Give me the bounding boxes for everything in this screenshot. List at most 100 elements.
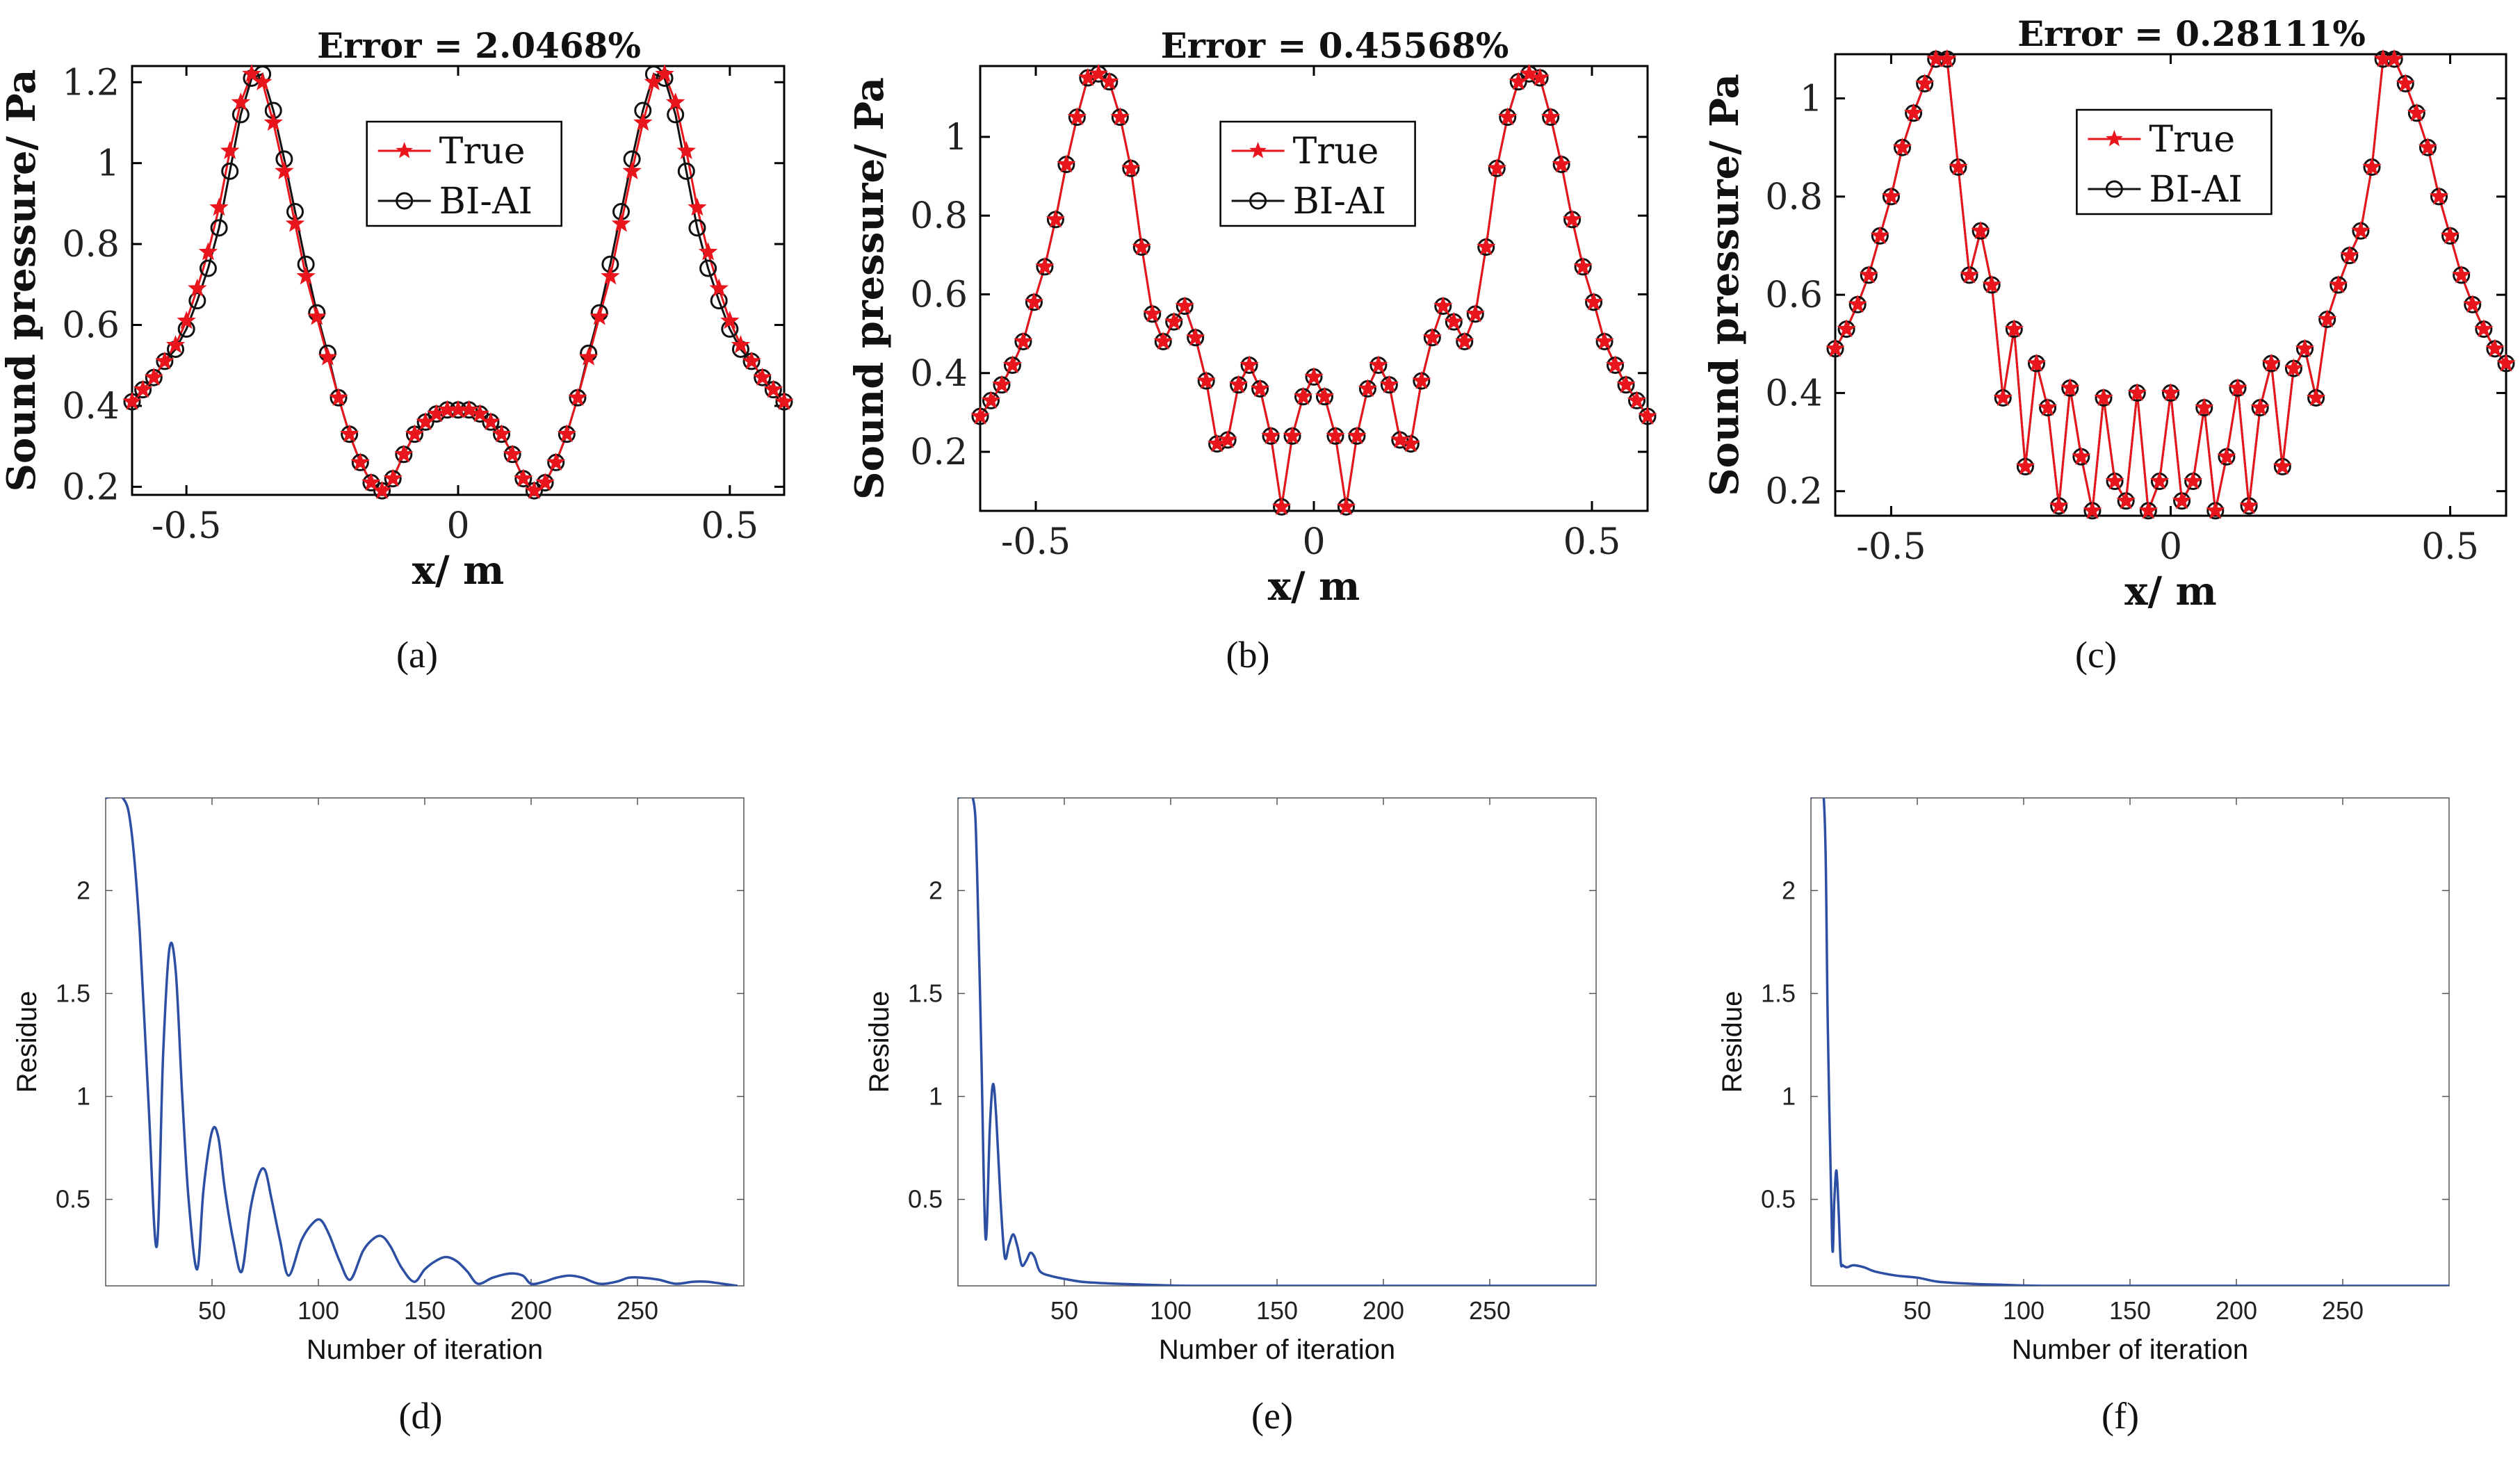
true-point xyxy=(1078,67,1098,86)
legend-circle-icon xyxy=(2105,180,2123,198)
legend-star-icon xyxy=(396,142,413,158)
true-point xyxy=(676,140,697,159)
panel-caption: (b) xyxy=(1226,634,1270,676)
true-point xyxy=(2004,319,2024,338)
true-point xyxy=(329,387,348,406)
y-tick-label: 0.5 xyxy=(56,1185,90,1214)
legend-label: True xyxy=(439,131,526,172)
true-point xyxy=(633,113,653,131)
x-tick-label: -0.5 xyxy=(1856,526,1926,568)
true-point xyxy=(2105,471,2124,490)
true-point xyxy=(2485,338,2505,357)
true-point xyxy=(1239,354,1259,374)
bi-ai-point xyxy=(231,106,250,124)
x-tick-label: 100 xyxy=(2003,1296,2045,1325)
x-tick-label: 250 xyxy=(2322,1296,2364,1325)
panel-caption: (a) xyxy=(396,634,438,676)
true-point xyxy=(122,391,142,410)
x-tick-label: 200 xyxy=(1363,1296,1404,1325)
true-point xyxy=(318,347,338,366)
y-tick-label: 2 xyxy=(1782,876,1796,904)
true-point xyxy=(350,452,371,471)
true-point xyxy=(1035,256,1055,275)
true-point xyxy=(503,444,522,463)
true-point xyxy=(514,468,533,487)
true-point xyxy=(1218,430,1237,448)
legend-circle-icon xyxy=(396,192,414,210)
true-point xyxy=(1121,158,1141,177)
true-point xyxy=(590,307,609,325)
y-tick-label: 1 xyxy=(76,1082,90,1110)
true-point xyxy=(1401,434,1421,452)
bi-ai-point xyxy=(188,292,206,310)
true-point xyxy=(1304,366,1324,386)
y-tick-label: 1.2 xyxy=(62,62,120,104)
true-point xyxy=(1937,49,1957,67)
true-point xyxy=(1143,304,1162,323)
chart-panel-b: -0.5 0 0.5 0.2 0.4 0.6 0.8 1 x/ m Sound pressure/… xyxy=(847,25,1657,676)
bi-ai-point xyxy=(699,259,717,277)
true-point xyxy=(275,161,294,180)
true-point xyxy=(231,92,251,111)
true-point xyxy=(611,213,631,232)
true-point xyxy=(2072,446,2091,465)
true-point xyxy=(198,242,218,261)
true-point xyxy=(209,197,229,216)
x-tick-label: 100 xyxy=(298,1296,339,1325)
true-point xyxy=(2228,377,2247,397)
true-point xyxy=(2407,103,2427,122)
y-tick-label: 0.6 xyxy=(1765,275,1823,316)
y-tick-label: 1.5 xyxy=(1761,979,1796,1007)
legend-label: BI-AI xyxy=(2149,169,2242,211)
true-point xyxy=(285,213,305,232)
chart-title: Error = 2.0468% xyxy=(317,25,641,66)
panel-caption: (e) xyxy=(1251,1395,1293,1437)
bi-ai-point xyxy=(221,162,239,180)
true-point xyxy=(1993,388,2013,407)
true-point xyxy=(1024,292,1044,311)
x-tick-label: 0 xyxy=(446,505,469,547)
x-tick-label: 50 xyxy=(1050,1296,1078,1325)
true-point xyxy=(1595,332,1614,350)
residue-line xyxy=(1811,798,2449,1286)
true-point xyxy=(2396,73,2415,92)
y-tick-label: 1 xyxy=(945,117,968,158)
legend-star-icon xyxy=(2106,130,2123,147)
x-tick-label: 100 xyxy=(1150,1296,1192,1325)
x-axis-label: Number of iteration xyxy=(307,1335,543,1365)
y-tick-label: 0.8 xyxy=(910,195,968,237)
true-point xyxy=(1605,354,1625,374)
true-point xyxy=(1390,430,1410,448)
legend-box xyxy=(1219,120,1416,227)
true-point xyxy=(2250,398,2270,416)
true-point xyxy=(1826,338,1845,357)
chart-panel-d: 50 100 150 200 250 0.5 1 1.5 2 Number of iteratio… xyxy=(12,797,745,1437)
true-point xyxy=(220,140,240,159)
chart-title: Error = 0.45568% xyxy=(1161,25,1509,66)
y-tick-label: 1 xyxy=(1800,79,1823,120)
x-tick-label: 0.5 xyxy=(701,505,758,547)
chart-panel-f: 50 100 150 200 250 0.5 1 1.5 2 Number of iteratio… xyxy=(1717,797,2450,1437)
true-point xyxy=(165,335,186,354)
y-tick-label: 1 xyxy=(97,143,120,185)
y-axis-label: Sound pressure/ Pa xyxy=(847,77,893,500)
true-point xyxy=(361,473,381,491)
true-point xyxy=(1616,375,1636,393)
true-point xyxy=(709,278,729,297)
true-point xyxy=(1433,296,1453,315)
true-point xyxy=(383,468,403,487)
x-tick-label: -0.5 xyxy=(1001,521,1071,563)
legend: True BI-AI xyxy=(2076,108,2273,215)
true-point xyxy=(698,242,718,261)
legend-label: True xyxy=(1293,131,1379,172)
true-point xyxy=(1153,332,1173,350)
true-point xyxy=(1100,72,1119,90)
true-point xyxy=(1444,311,1464,330)
true-point xyxy=(1960,265,1979,284)
x-tick-label: 150 xyxy=(1256,1296,1298,1325)
x-tick-label: 50 xyxy=(1903,1296,1931,1325)
true-point xyxy=(481,411,501,430)
y-tick-label: 0.4 xyxy=(1765,373,1823,414)
true-point xyxy=(1530,67,1550,86)
true-point xyxy=(763,379,783,398)
